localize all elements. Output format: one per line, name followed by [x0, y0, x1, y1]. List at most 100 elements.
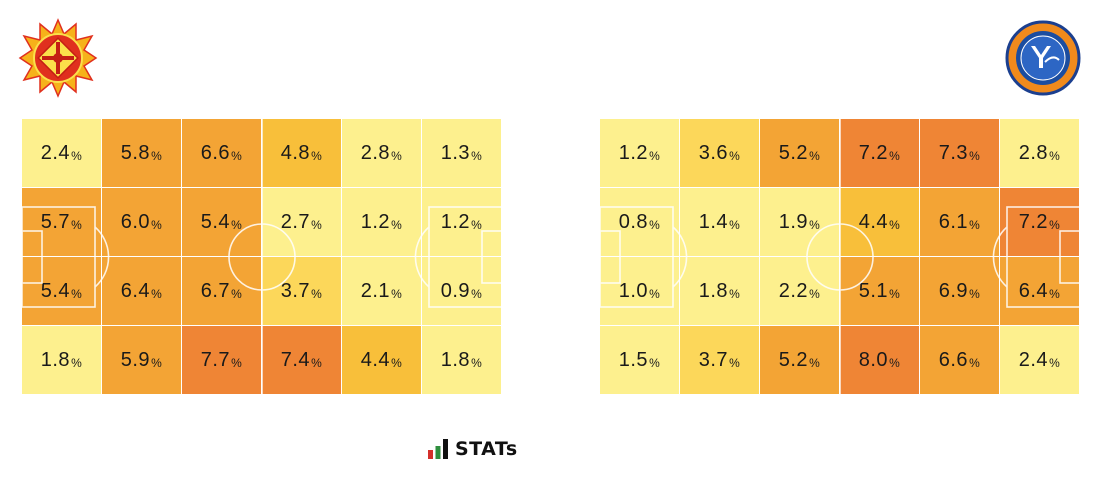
heatmap-cell: 2.2%	[760, 257, 839, 325]
heatmap-cell-unit: %	[1049, 148, 1061, 163]
heatmap-cell-unit: %	[71, 286, 83, 301]
heatmap-cell-unit: %	[809, 148, 821, 163]
heatmap-cell-unit: %	[231, 148, 243, 163]
heatmap-cell-value: 1.8	[40, 348, 71, 371]
heatmap-cell-unit: %	[151, 148, 163, 163]
heatmap-cell-value: 1.2	[618, 141, 649, 164]
heatmap-cell: 1.0%	[600, 257, 679, 325]
heatmap-cell: 0.9%	[422, 257, 501, 325]
heatmap-cell-unit: %	[231, 286, 243, 301]
heatmap-cell-unit: %	[889, 148, 901, 163]
heatmap-cell-value: 6.9	[938, 279, 969, 302]
heatmap-cell: 5.1%	[840, 257, 919, 325]
heatmap-cell-value: 0.8	[618, 210, 649, 233]
heatmap-cell: 2.1%	[342, 257, 421, 325]
heatmap-cell-unit: %	[809, 217, 821, 232]
heatmap-cell: 3.7%	[262, 257, 341, 325]
heatmap-cell-value: 4.4	[858, 210, 889, 233]
heatmap-cell-value: 2.8	[1018, 141, 1049, 164]
heatmap-cell: 2.4%	[1000, 326, 1079, 394]
heatmap-cell: 4.8%	[262, 119, 341, 187]
heatmap-cell-value: 6.7	[200, 279, 231, 302]
heatmap-cell-value: 6.6	[938, 348, 969, 371]
yscc-crest-icon	[1005, 20, 1081, 96]
heatmap-cell-unit: %	[969, 217, 981, 232]
heatmap-cell-unit: %	[71, 148, 83, 163]
heatmap-cell: 8.0%	[840, 326, 919, 394]
heatmap-cell-unit: %	[311, 286, 323, 301]
heatmap-cell: 1.2%	[422, 188, 501, 256]
heatmap-cell-unit: %	[969, 355, 981, 370]
heatmap-cell-unit: %	[649, 286, 661, 301]
heatmap-cell: 1.3%	[422, 119, 501, 187]
heatmap-cell-value: 2.4	[1018, 348, 1049, 371]
heatmap-cell-value: 0.9	[440, 279, 471, 302]
heatmap-cell: 6.6%	[920, 326, 999, 394]
heatmap-cell-value: 2.7	[280, 210, 311, 233]
heatmap-cell-unit: %	[311, 355, 323, 370]
heatmap-cell-unit: %	[391, 286, 403, 301]
heatmap-cell-unit: %	[809, 355, 821, 370]
heatmap-cell-value: 7.2	[1018, 210, 1049, 233]
heatmap-cell-value: 3.7	[698, 348, 729, 371]
heatmap-cell: 6.4%	[1000, 257, 1079, 325]
heatmap-cell-unit: %	[969, 286, 981, 301]
heatmap-cell-value: 1.0	[618, 279, 649, 302]
stats-brand-label: STATs	[455, 438, 518, 460]
heatmap-cell-value: 8.0	[858, 348, 889, 371]
heatmap-cell-value: 4.4	[360, 348, 391, 371]
heatmap-cell-unit: %	[729, 148, 741, 163]
heatmap-cell-unit: %	[391, 148, 403, 163]
heatmap-cell: 4.4%	[342, 326, 421, 394]
heatmap-cell: 2.4%	[22, 119, 101, 187]
heatmap-cell-unit: %	[729, 355, 741, 370]
heatmap-cell-value: 1.5	[618, 348, 649, 371]
heatmap-cell-unit: %	[809, 286, 821, 301]
heatmap-cell: 2.8%	[342, 119, 421, 187]
heatmap-cell: 7.2%	[840, 119, 919, 187]
away-team-crest	[1003, 18, 1083, 98]
heatmap-cell-unit: %	[471, 355, 483, 370]
heatmap-cell-value: 7.4	[280, 348, 311, 371]
heatmap-cell-value: 6.0	[120, 210, 151, 233]
heatmap-cell-unit: %	[729, 286, 741, 301]
heatmap-cell-value: 6.1	[938, 210, 969, 233]
heatmap-cell-value: 5.1	[858, 279, 889, 302]
heatmap-cell-value: 2.4	[40, 141, 71, 164]
heatmap-cell: 7.4%	[262, 326, 341, 394]
heatmap-cell: 3.7%	[680, 326, 759, 394]
heatmap-cell: 7.2%	[1000, 188, 1079, 256]
heatmap-cell-unit: %	[311, 148, 323, 163]
heatmap-cell: 5.4%	[182, 188, 261, 256]
heatmap-cell: 6.9%	[920, 257, 999, 325]
heatmap-cell-value: 5.2	[778, 141, 809, 164]
heatmap-cell: 2.8%	[1000, 119, 1079, 187]
team-crest-icon	[18, 18, 98, 98]
heatmap-cell: 1.8%	[422, 326, 501, 394]
heatmap-cell-value: 3.6	[698, 141, 729, 164]
away-team-heatmap: 1.2% 3.6% 5.2% 7.2% 7.3% 2.8% 0.8% 1.4% 1.9% 4.4%…	[600, 119, 1080, 395]
heatmap-cell-value: 2.2	[778, 279, 809, 302]
heatmap-cell-unit: %	[649, 148, 661, 163]
heatmap-cell-value: 1.3	[440, 141, 471, 164]
heatmap-cell-unit: %	[889, 286, 901, 301]
heatmap-cell-value: 1.9	[778, 210, 809, 233]
heatmap-cell-unit: %	[151, 286, 163, 301]
heatmap-cell: 6.6%	[182, 119, 261, 187]
heatmap-cell-value: 5.8	[120, 141, 151, 164]
heatmap-cell: 7.3%	[920, 119, 999, 187]
heatmap-cell-unit: %	[471, 148, 483, 163]
heatmap-cell: 3.6%	[680, 119, 759, 187]
heatmap-cell-value: 1.8	[698, 279, 729, 302]
heatmap-cell-unit: %	[1049, 355, 1061, 370]
heatmap-cell-unit: %	[889, 217, 901, 232]
heatmap-cell-unit: %	[729, 217, 741, 232]
heatmap-cell: 5.7%	[22, 188, 101, 256]
heatmap-cell-unit: %	[969, 148, 981, 163]
heatmap-cell-unit: %	[1049, 217, 1061, 232]
heatmap-cell: 6.4%	[102, 257, 181, 325]
heatmap-cell-unit: %	[1049, 286, 1061, 301]
heatmap-cell-value: 7.2	[858, 141, 889, 164]
stats-brand: STATs	[427, 436, 518, 462]
heatmap-cell: 4.4%	[840, 188, 919, 256]
